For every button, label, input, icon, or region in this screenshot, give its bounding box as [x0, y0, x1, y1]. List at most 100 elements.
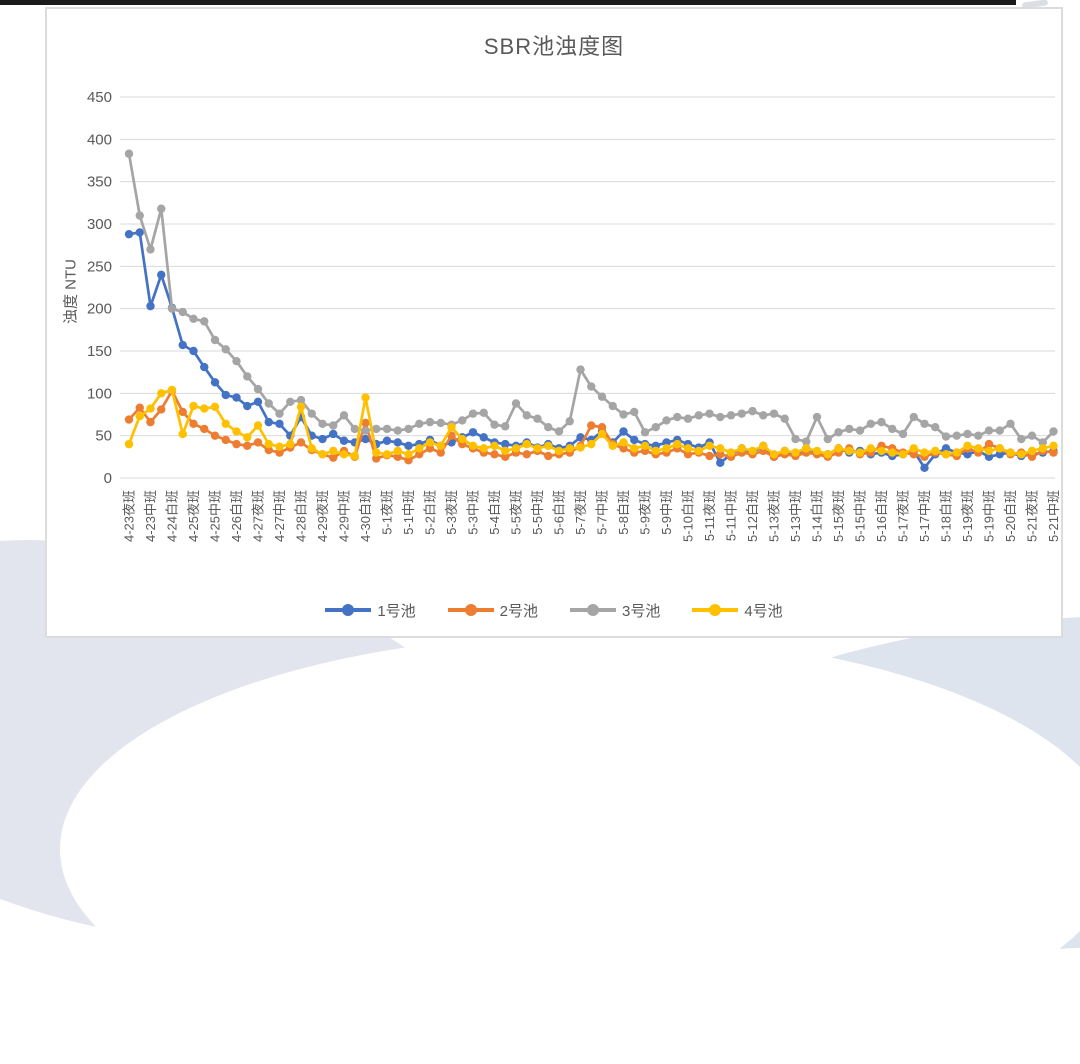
x-axis-tick-label: 4-29中班: [337, 490, 352, 542]
data-point-3号池: [425, 417, 435, 427]
data-point-1号池: [253, 397, 263, 406]
data-point-2号池: [716, 450, 725, 459]
data-point-4号池: [834, 444, 843, 453]
data-point-3号池: [544, 423, 553, 432]
legend-label: 2号池: [499, 602, 538, 620]
data-point-4号池: [597, 429, 607, 439]
data-point-1号池: [275, 419, 284, 429]
data-point-2号池: [447, 431, 456, 440]
data-point-2号池: [425, 444, 435, 453]
data-point-2号池: [361, 418, 370, 428]
legend-dot-icon: [587, 604, 599, 616]
data-point-4号池: [619, 438, 628, 447]
background-wave-white: [60, 634, 1080, 1064]
data-point-3号池: [845, 424, 854, 434]
data-point-4号池: [931, 446, 940, 456]
data-point-3号池: [941, 432, 951, 441]
data-point-4号池: [823, 450, 832, 459]
data-point-4号池: [855, 448, 865, 457]
data-point-1号池: [662, 438, 671, 447]
data-point-3号池: [436, 418, 445, 428]
data-point-4号池: [608, 441, 617, 451]
data-point-3号池: [135, 211, 144, 220]
data-point-4号池: [1038, 444, 1047, 453]
data-point-1号池: [178, 340, 187, 350]
data-point-4号池: [178, 429, 187, 439]
data-point-2号池: [232, 439, 241, 449]
data-point-4号池: [683, 444, 693, 453]
x-axis-tick-label: 5-7夜班: [573, 490, 588, 535]
data-point-4号池: [296, 402, 306, 412]
x-axis-tick-label: 5-9夜班: [638, 490, 653, 535]
x-axis-tick-label: 5-17中班: [917, 490, 932, 542]
x-axis-tick-label: 4-25夜班: [186, 490, 201, 542]
data-point-2号池: [619, 444, 628, 453]
x-axis-tick-label: 5-19夜班: [960, 490, 975, 542]
data-point-4号池: [329, 446, 338, 456]
data-point-3号池: [318, 419, 327, 429]
data-point-2号池: [522, 450, 531, 459]
plot-area: 0 50 100 150 200 250 300 350 400 450 4-23夜班 4-23中班 4…: [87, 89, 1061, 542]
data-point-3号池: [823, 434, 832, 444]
data-point-3号池: [307, 409, 316, 418]
x-axis-tick-label: 5-15夜班: [831, 490, 846, 542]
data-point-4号池: [651, 446, 660, 456]
data-point-2号池: [490, 450, 499, 459]
data-point-2号池: [253, 438, 263, 447]
y-axis-tick-label: 400: [87, 131, 112, 148]
data-point-3号池: [834, 428, 843, 437]
data-point-4号池: [920, 448, 929, 457]
data-point-4号池: [565, 444, 574, 453]
data-point-3号池: [210, 335, 220, 345]
data-point-2号池: [124, 415, 134, 424]
data-point-3号池: [651, 423, 660, 432]
x-axis-tick-label: 4-24白班: [165, 490, 180, 542]
data-point-4号池: [866, 444, 875, 453]
y-axis-tick-label: 150: [87, 343, 112, 360]
data-point-4号池: [662, 444, 671, 453]
x-axis-tick-label: 5-14白班: [810, 490, 825, 542]
legend: 1号池 2号池 3号池 4号池: [47, 595, 1061, 625]
data-point-1号池: [468, 428, 478, 437]
legend-item-2号池: 2号池: [447, 600, 538, 621]
data-point-3号池: [146, 245, 155, 254]
x-axis-tick-label: 5-21夜班: [1025, 490, 1040, 542]
data-point-3号池: [963, 429, 972, 439]
data-point-3号池: [511, 399, 521, 408]
x-axis-tick-label: 4-23夜班: [122, 490, 137, 542]
data-point-3号池: [361, 426, 370, 435]
data-point-4号池: [393, 446, 402, 456]
data-point-3号池: [329, 421, 338, 430]
data-point-1号池: [716, 458, 725, 467]
data-point-4号池: [1017, 450, 1026, 459]
data-point-2号池: [1027, 452, 1037, 462]
data-point-2号池: [264, 445, 273, 455]
data-point-4号池: [845, 446, 854, 456]
data-point-3号池: [479, 408, 488, 418]
data-point-4号池: [995, 444, 1004, 453]
legend-item-1号池: 1号池: [325, 600, 416, 621]
data-point-3号池: [576, 365, 585, 374]
data-point-1号池: [200, 362, 209, 372]
data-point-4号池: [877, 446, 886, 456]
data-point-3号池: [501, 422, 510, 431]
data-point-3号池: [490, 420, 499, 429]
x-axis-tick-label: 5-15中班: [853, 490, 868, 542]
data-point-1号池: [124, 229, 134, 239]
data-point-1号池: [189, 346, 198, 356]
data-point-4号池: [941, 450, 951, 459]
data-point-1号池: [941, 444, 951, 453]
data-point-3号池: [748, 406, 757, 416]
y-axis-tick-label: 350: [87, 174, 112, 191]
x-axis-tick-label: 5-1中班: [401, 490, 416, 535]
data-point-3号池: [167, 304, 177, 313]
x-axis-tick-label: 5-9中班: [659, 490, 674, 535]
data-point-1号池: [339, 436, 349, 445]
data-point-3号池: [802, 437, 811, 446]
data-point-4号池: [984, 446, 994, 456]
data-point-1号池: [221, 390, 230, 400]
data-point-4号池: [673, 439, 682, 449]
data-point-3号池: [984, 426, 994, 435]
data-point-2号池: [683, 450, 693, 459]
data-point-3号池: [178, 307, 187, 317]
